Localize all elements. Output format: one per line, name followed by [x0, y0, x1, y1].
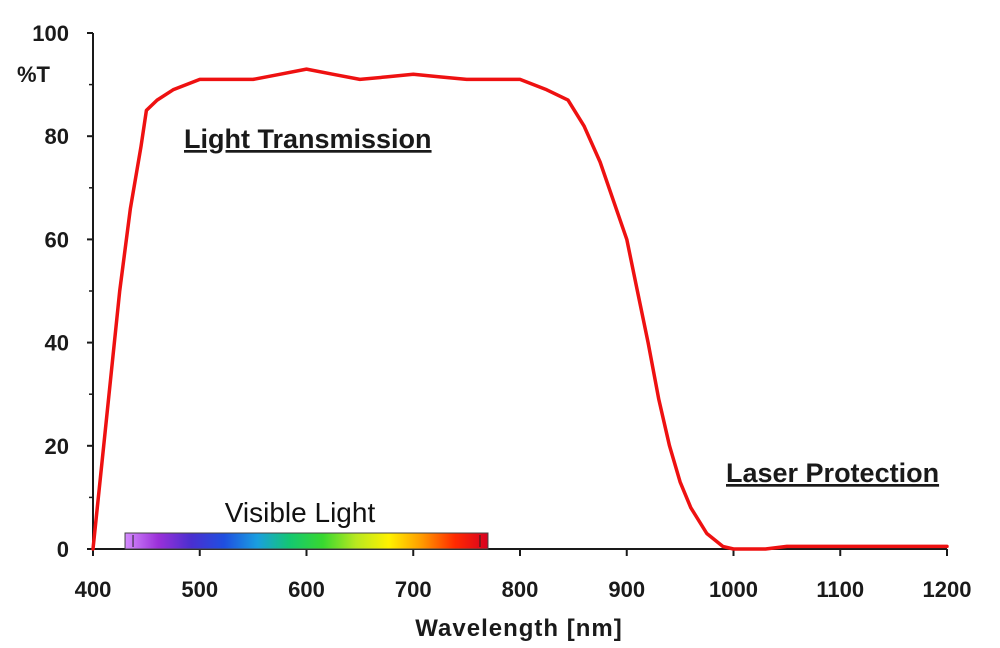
- y-tick-label: 60: [45, 227, 69, 252]
- transmission-curve: [91, 67, 949, 551]
- annotation-light-transmission: Light Transmission: [184, 124, 432, 154]
- annotation-visible-light: Visible Light: [225, 497, 376, 528]
- x-tick-label: 700: [395, 577, 432, 602]
- x-axis-title: Wavelength [nm]: [415, 615, 622, 642]
- y-tick-label: 0: [57, 537, 69, 562]
- annotation-laser-protection: Laser Protection: [726, 458, 939, 488]
- x-tick-label: 1200: [923, 577, 972, 602]
- axes: 0 20 40 60 80 100 400 500 600 700 800 900 1000 1100 1…: [32, 21, 971, 602]
- visible-spectrum-bar: [124, 532, 489, 550]
- x-tick-label: 400: [75, 577, 112, 602]
- y-tick-label: 20: [45, 434, 69, 459]
- y-tick-label: 40: [45, 331, 69, 356]
- y-minor-ticks: [89, 83, 93, 499]
- x-tick-labels: 400 500 600 700 800 900 1000 1100 1200: [75, 549, 972, 602]
- x-tick-label: 900: [608, 577, 645, 602]
- y-axis-label: %T: [17, 62, 51, 87]
- y-tick-label: 100: [32, 21, 69, 46]
- x-tick-label: 1000: [709, 577, 758, 602]
- y-tick-label: 80: [45, 124, 69, 149]
- x-tick-label: 600: [288, 577, 325, 602]
- x-tick-label: 500: [181, 577, 218, 602]
- x-tick-label: 1100: [816, 577, 864, 602]
- visible-light-band: [124, 532, 489, 550]
- y-tick-labels: 0 20 40 60 80 100: [32, 21, 93, 562]
- x-tick-label: 800: [502, 577, 539, 602]
